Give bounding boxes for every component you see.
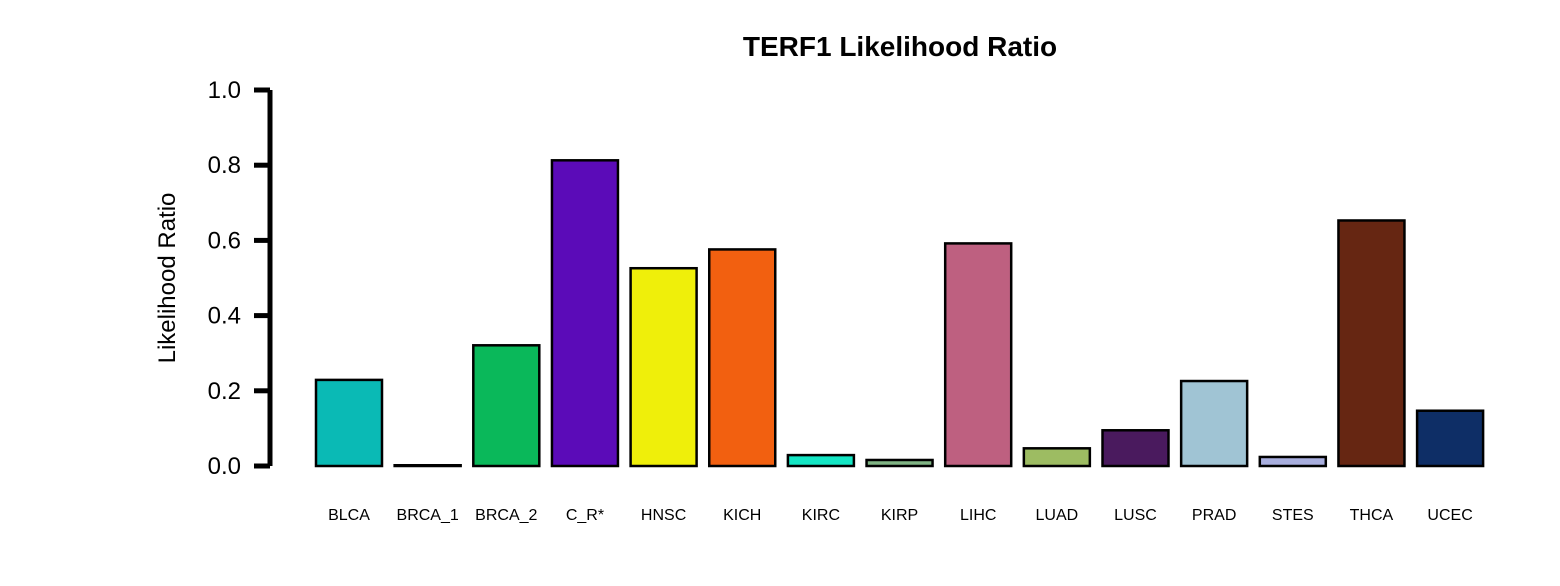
bar-kirc [786,453,856,468]
bar-kich [708,248,777,468]
bar-brca-1 [393,463,462,468]
bar-prad [1179,379,1249,468]
x-tick-labels: BLCA BRCA_1 BRCA_2 C_R* HNSC KICH KIRC KIRP LIHC… [328,507,1473,524]
x-tick-label: LUSC [1114,507,1157,524]
bar-lihc [943,242,1013,468]
y-tick-label: 0.0 [208,453,241,480]
y-tick-label: 0.4 [208,303,241,330]
bar-kirp [865,458,934,468]
y-tick-label: 0.6 [208,227,241,254]
x-tick-label: KICH [723,507,761,524]
x-tick-label: BLCA [328,507,370,524]
bars [314,159,1485,468]
x-tick-label: STES [1272,507,1314,524]
bar-brca-2 [472,344,541,468]
bar-stes [1258,455,1328,468]
y-axis: 0.0 0.2 0.4 0.6 0.8 1.0 [208,77,273,480]
y-tick-label: 1.0 [208,77,241,104]
x-tick-label: UCEC [1427,507,1472,524]
y-axis-label: Likelihood Ratio [154,193,181,364]
y-tick-label: 0.2 [208,378,241,405]
x-tick-label: LIHC [960,507,996,524]
bar-lusc [1101,429,1170,468]
bar-luad [1022,447,1092,468]
x-tick-label: BRCA_2 [475,507,537,524]
bar-hnsc [629,266,698,468]
x-tick-label: PRAD [1192,507,1236,524]
x-tick-label: BRCA_1 [397,507,459,524]
x-tick-label: KIRP [881,507,918,524]
bar-thca [1337,219,1406,468]
x-tick-label: THCA [1350,507,1394,524]
y-tick-label: 0.8 [208,152,241,179]
x-tick-label: LUAD [1036,507,1079,524]
x-tick-label: KIRC [802,507,840,524]
x-tick-label: C_R* [566,507,604,524]
bar-blca [314,378,384,468]
x-tick-label: HNSC [641,507,686,524]
bar-c-r [550,159,620,468]
bar-ucec [1415,409,1485,468]
chart-title: TERF1 Likelihood Ratio [743,31,1057,62]
